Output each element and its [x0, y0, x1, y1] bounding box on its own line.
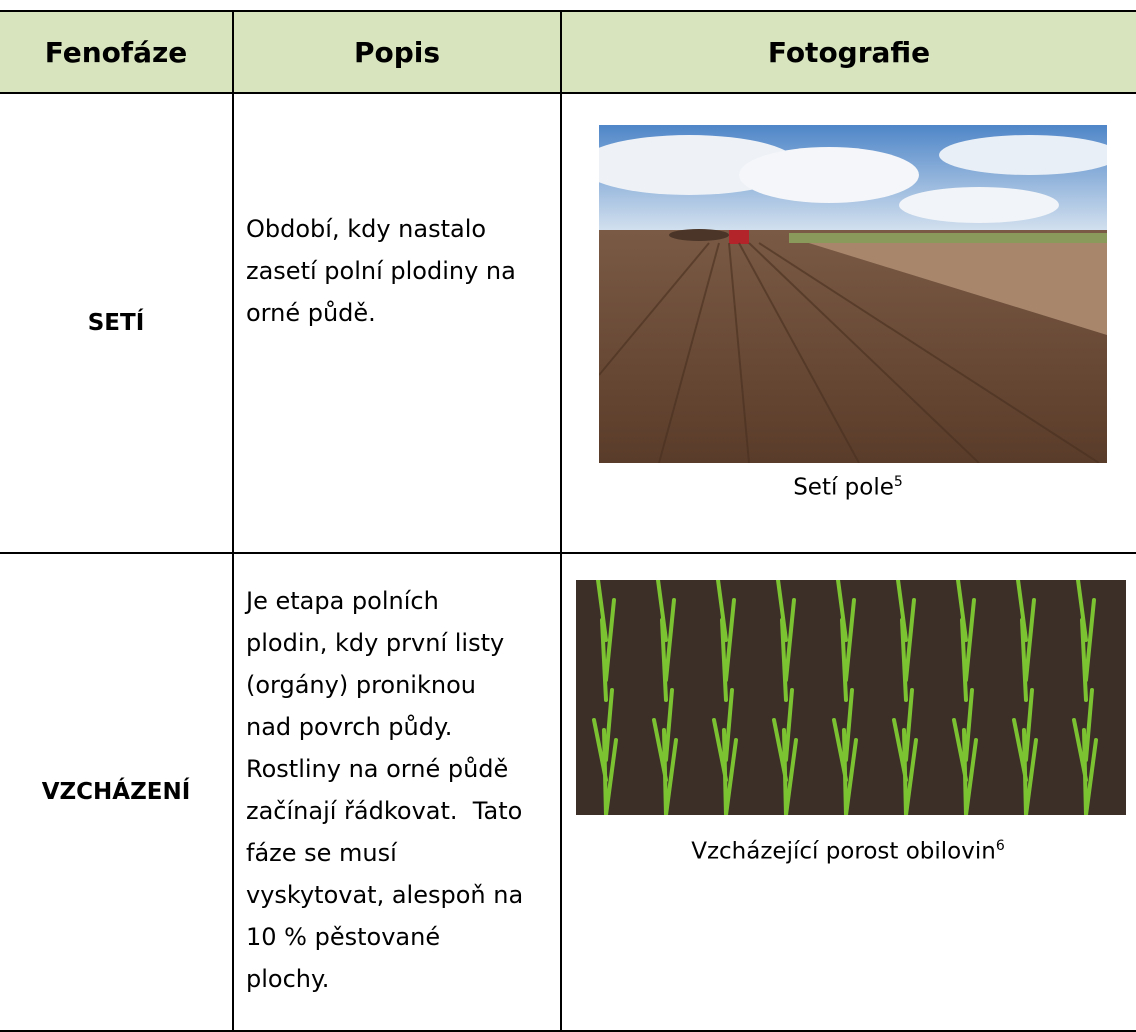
description-line: plochy. [246, 965, 330, 993]
footnote-mark: 5 [893, 474, 903, 490]
phase-cell: VZCHÁZENÍ [0, 552, 234, 1032]
description-line: Rostliny na orné půdě [246, 755, 509, 783]
description-line: (orgány) proniknou [246, 671, 476, 699]
header-cell: Popis [232, 10, 562, 94]
description-line: začínají řádkovat. Tato [246, 797, 523, 825]
description-line: plodin, kdy první listy [246, 629, 505, 657]
photo-sowing [599, 125, 1107, 463]
header-cell: Fenofáze [0, 10, 234, 94]
description-line: vyskytovat, alespoň na [246, 881, 524, 909]
description-line: fáze se musí [246, 839, 397, 867]
description-line: nad povrch půdy. [246, 713, 453, 741]
description-line: orné půdě. [246, 299, 376, 327]
caption: Setí pole5 [560, 474, 1136, 501]
header-cell: Fotografie [560, 10, 1136, 94]
footnote-mark: 6 [995, 838, 1005, 854]
phase-cell: SETÍ [0, 92, 234, 554]
description-line: Období, kdy nastalo [246, 215, 487, 243]
description-line: Je etapa polních [246, 587, 439, 615]
caption: Vzcházející porost obilovin6 [560, 838, 1136, 865]
caption-text: Setí pole [793, 474, 894, 501]
photo-emergence [576, 580, 1126, 815]
description-line: zasetí polní plodiny na [246, 257, 516, 285]
caption-text: Vzcházející porost obilovin [691, 838, 996, 865]
description: Období, kdy nastalo zasetí polní plodiny … [246, 208, 556, 334]
description: Je etapa polních plodin, kdy první listy (… [246, 580, 556, 1000]
description-line: 10 % pěstované [246, 923, 441, 951]
